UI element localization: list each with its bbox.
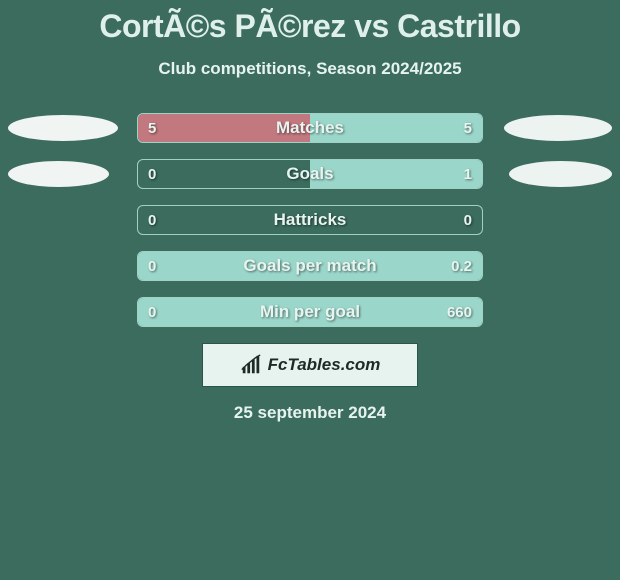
player-ellipse-right bbox=[504, 115, 612, 141]
date-label: 25 september 2024 bbox=[0, 403, 620, 423]
stat-value-right: 660 bbox=[447, 298, 472, 326]
stat-row: 0660Min per goal bbox=[0, 297, 620, 327]
player-ellipse-left bbox=[8, 115, 118, 141]
stat-row: 55Matches bbox=[0, 113, 620, 143]
stat-label: Hattricks bbox=[138, 206, 482, 234]
badge-text: FcTables.com bbox=[268, 355, 381, 375]
stat-bar: 0660Min per goal bbox=[137, 297, 483, 327]
stat-row: 00.2Goals per match bbox=[0, 251, 620, 281]
player-ellipse-left bbox=[8, 161, 109, 187]
stat-value-left: 0 bbox=[148, 160, 156, 188]
stat-bar: 01Goals bbox=[137, 159, 483, 189]
bar-fill-right bbox=[310, 114, 482, 142]
stat-row: 01Goals bbox=[0, 159, 620, 189]
bar-fill-left bbox=[138, 114, 310, 142]
stat-bar: 0 0Hattricks bbox=[137, 205, 483, 235]
page-title: CortÃ©s PÃ©rez vs Castrillo bbox=[0, 0, 620, 45]
bar-fill-right bbox=[310, 160, 482, 188]
stat-bar: 00.2Goals per match bbox=[137, 251, 483, 281]
source-badge: FcTables.com bbox=[202, 343, 418, 387]
player-ellipse-right bbox=[509, 161, 612, 187]
subtitle: Club competitions, Season 2024/2025 bbox=[0, 59, 620, 79]
stat-value-left: 5 bbox=[148, 114, 156, 142]
stats-rows: 55Matches01Goals00Hattricks00.2Goals per… bbox=[0, 113, 620, 327]
stat-value-left: 0 bbox=[148, 206, 156, 234]
bar-fill-right bbox=[138, 298, 482, 326]
stat-value-left: 0 bbox=[148, 252, 156, 280]
stat-value-right: 0.2 bbox=[451, 252, 472, 280]
stat-bar: 55Matches bbox=[137, 113, 483, 143]
bar-fill-right bbox=[138, 252, 482, 280]
chart-icon bbox=[240, 354, 262, 376]
stat-value-right: 0 bbox=[464, 206, 472, 234]
stat-value-right: 5 bbox=[464, 114, 472, 142]
stat-row: 0 0Hattricks bbox=[0, 205, 620, 235]
stat-value-left: 0 bbox=[148, 298, 156, 326]
stat-value-right: 1 bbox=[464, 160, 472, 188]
